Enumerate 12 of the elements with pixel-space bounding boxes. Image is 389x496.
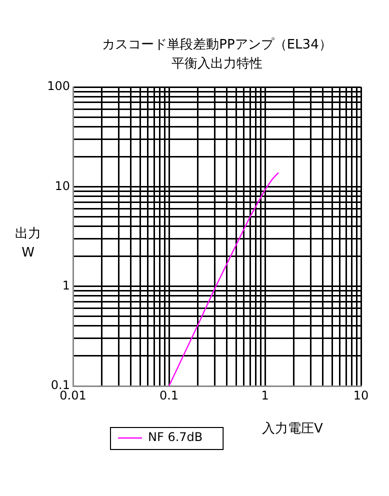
y-tick-label: 100 (47, 79, 70, 94)
x-tick-label: 10 (353, 388, 369, 402)
y-tick-label: 10 (54, 178, 70, 193)
chart-title: カスコード単段差動PPアンプ（EL34） (102, 37, 332, 52)
x-tick-label: 1 (261, 388, 269, 402)
chart-subtitle: 平衡入出力特性 (172, 56, 262, 72)
y-axis-title: 出力 W (15, 226, 41, 260)
x-axis-title: 入力電圧V (262, 421, 323, 436)
x-tick-label: 0.01 (60, 388, 86, 402)
x-tick-label: 0.1 (159, 388, 179, 402)
y-tick-label: 1 (62, 278, 70, 292)
legend-label: NF 6.7dB (148, 430, 203, 444)
